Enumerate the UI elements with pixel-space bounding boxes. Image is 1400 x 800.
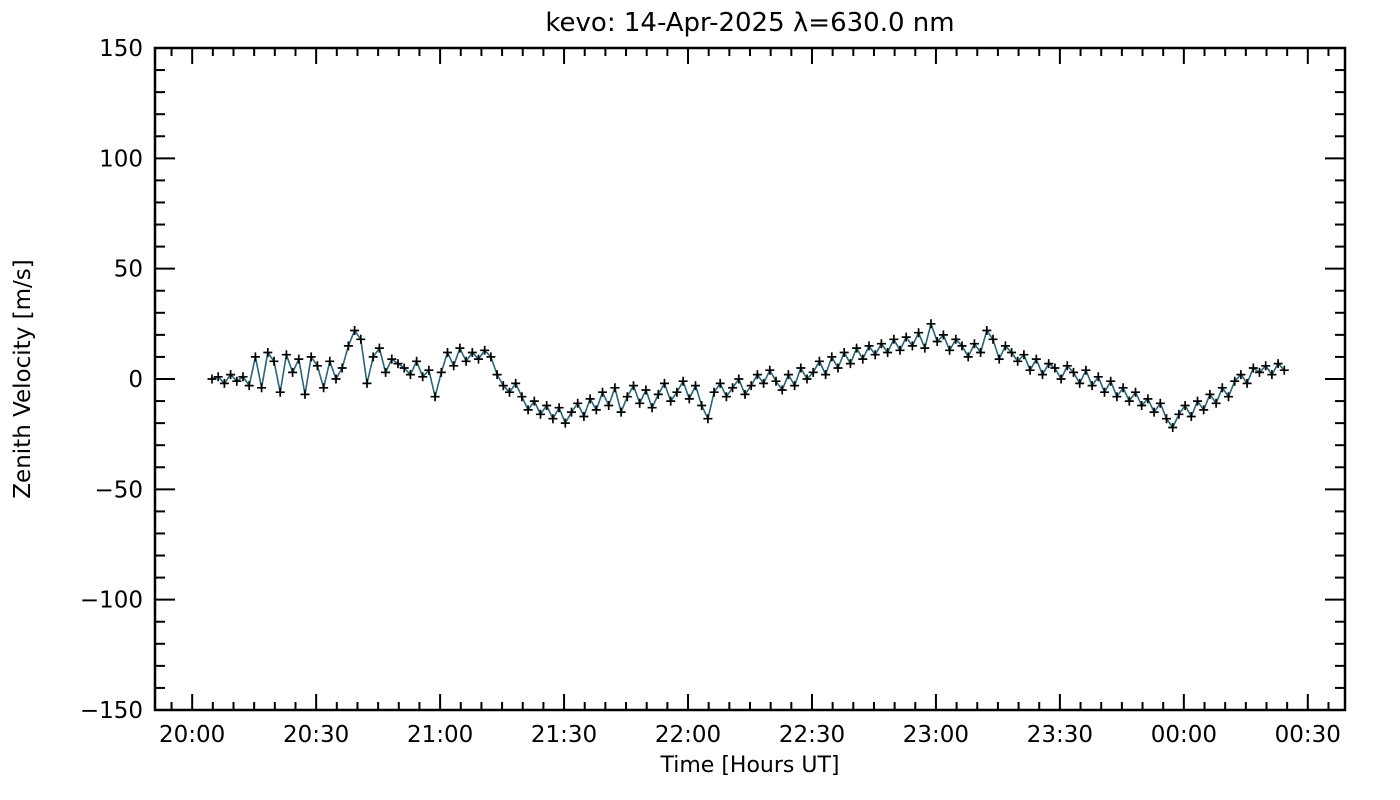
x-tick-label: 23:30 bbox=[1027, 722, 1093, 748]
y-tick-label: −50 bbox=[94, 477, 143, 503]
y-tick-label: −100 bbox=[80, 588, 143, 614]
x-tick-label: 23:00 bbox=[903, 722, 969, 748]
x-tick-label: 20:00 bbox=[159, 722, 225, 748]
chart-title: kevo: 14-Apr-2025 λ=630.0 nm bbox=[545, 8, 954, 38]
plus-markers bbox=[207, 319, 1289, 432]
y-tick-label: 100 bbox=[99, 146, 143, 172]
x-tick-label: 00:30 bbox=[1275, 722, 1341, 748]
x-tick-label: 22:30 bbox=[779, 722, 845, 748]
x-tick-label: 21:00 bbox=[407, 722, 473, 748]
y-axis-label: Zenith Velocity [m/s] bbox=[10, 259, 36, 498]
data-line bbox=[211, 321, 1285, 430]
x-axis-label: Time [Hours UT] bbox=[660, 753, 840, 778]
x-tick-label: 21:30 bbox=[531, 722, 597, 748]
y-tick-label: 150 bbox=[99, 36, 143, 62]
y-tick-label: 0 bbox=[128, 367, 143, 393]
y-tick-label: −150 bbox=[80, 698, 143, 724]
x-tick-label: 22:00 bbox=[655, 722, 721, 748]
x-tick-label: 20:30 bbox=[283, 722, 349, 748]
x-tick-label: 00:00 bbox=[1151, 722, 1217, 748]
y-tick-label: 50 bbox=[114, 257, 143, 283]
